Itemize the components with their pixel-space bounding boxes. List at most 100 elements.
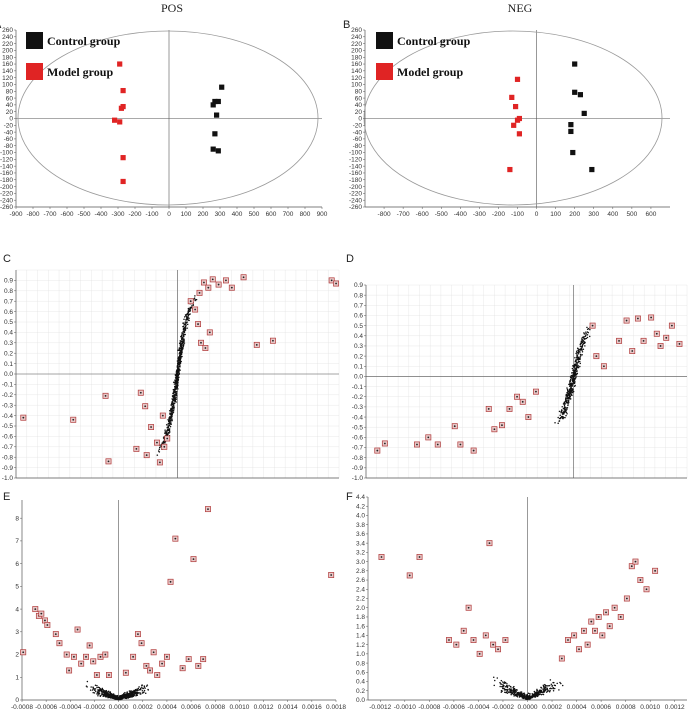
variable-point — [178, 376, 180, 379]
y-tick-label: 3.0 — [356, 559, 365, 566]
y-tick-label: -260 — [0, 204, 13, 211]
highlighted-point-core — [217, 283, 220, 286]
variable-point — [187, 311, 190, 314]
y-tick-label: 1.0 — [356, 651, 365, 658]
variable-point — [172, 409, 175, 412]
highlighted-point-core — [272, 339, 274, 342]
variable-point — [128, 690, 131, 692]
variable-point — [174, 395, 176, 397]
variable-point — [512, 690, 515, 692]
highlighted-point-core — [330, 279, 333, 282]
highlighted-point-core — [169, 580, 172, 583]
variable-point — [158, 451, 161, 453]
variable-point — [119, 696, 122, 698]
y-tick-label: 260 — [2, 27, 13, 34]
variable-point — [571, 388, 574, 390]
highlighted-point-core — [508, 408, 511, 410]
variable-point — [580, 347, 582, 350]
x-tick-label: -600 — [416, 211, 429, 218]
control-point — [215, 98, 221, 105]
highlighted-point-core — [207, 508, 209, 510]
variable-point — [179, 356, 182, 359]
y-tick-label: 0.9 — [354, 282, 363, 289]
x-tick-label: 200 — [569, 211, 580, 218]
highlighted-point-core — [156, 674, 159, 676]
highlighted-point-core — [46, 624, 49, 626]
variable-point — [536, 688, 538, 691]
y-tick-label: 0.0 — [356, 697, 365, 704]
variable-point — [509, 689, 511, 691]
variable-point — [170, 416, 172, 418]
y-tick-label: 7 — [15, 538, 19, 545]
variable-point — [165, 433, 167, 435]
y-tick-label: -0.9 — [2, 465, 14, 472]
y-tick-label: -0.2 — [352, 394, 364, 401]
variable-point — [136, 688, 138, 691]
variable-point — [171, 413, 173, 415]
variable-point — [127, 692, 129, 695]
y-tick-label: 140 — [2, 68, 13, 75]
variable-point — [92, 687, 95, 689]
variable-point — [185, 324, 187, 327]
variable-point — [96, 693, 98, 695]
variable-point — [545, 691, 548, 693]
variable-point — [171, 409, 173, 411]
highlighted-point-core — [645, 588, 648, 591]
highlighted-point-core — [618, 339, 620, 342]
variable-point — [133, 692, 136, 694]
highlighted-point-core — [583, 629, 585, 632]
variable-point — [193, 297, 196, 299]
variable-point — [109, 693, 112, 695]
variable-point — [183, 318, 185, 321]
variable-point — [547, 684, 549, 687]
variable-point — [182, 330, 184, 333]
variable-point — [581, 345, 584, 348]
x-tick-label: -600 — [60, 211, 73, 218]
y-tick-label: -80 — [353, 143, 363, 150]
highlighted-point-core — [225, 279, 227, 282]
variable-point — [174, 374, 177, 376]
variable-point — [589, 328, 591, 331]
hotelling-ellipse — [363, 30, 663, 206]
model-point — [117, 61, 123, 67]
variable-point — [569, 392, 571, 394]
variable-point — [562, 415, 564, 418]
variable-point — [121, 695, 123, 698]
variable-point — [91, 689, 94, 691]
variable-point — [172, 403, 174, 406]
x-tick-label: -0.0006 — [443, 704, 465, 711]
variable-point — [99, 688, 102, 690]
y-tick-label: -20 — [4, 123, 14, 130]
variable-point — [575, 367, 577, 369]
variable-point — [166, 426, 169, 429]
legend-swatch-control — [26, 32, 43, 49]
variable-point — [529, 696, 532, 699]
variable-point — [564, 416, 566, 419]
variable-point — [570, 377, 573, 379]
variable-point — [550, 683, 553, 686]
variable-point — [568, 396, 571, 399]
variable-point — [168, 430, 171, 432]
highlighted-point-core — [189, 300, 192, 303]
variable-point — [126, 693, 128, 696]
variable-point — [542, 685, 545, 688]
variable-point — [549, 687, 551, 690]
model-point — [511, 122, 517, 128]
variable-point — [102, 695, 104, 697]
variable-point — [141, 686, 143, 688]
variable-point — [182, 345, 185, 348]
variable-point — [513, 695, 515, 697]
y-tick-label: 20 — [355, 109, 363, 116]
highlighted-point-core — [678, 343, 681, 345]
highlighted-point-core — [472, 639, 475, 641]
variable-point — [582, 336, 584, 338]
variable-point — [519, 691, 522, 693]
variable-point — [565, 407, 568, 409]
variable-point — [549, 679, 552, 681]
variable-point — [176, 360, 179, 362]
x-tick-label: 400 — [232, 211, 243, 218]
variable-point — [173, 383, 176, 385]
variable-point — [183, 342, 186, 344]
variable-point — [587, 327, 590, 330]
variable-point — [527, 696, 529, 699]
